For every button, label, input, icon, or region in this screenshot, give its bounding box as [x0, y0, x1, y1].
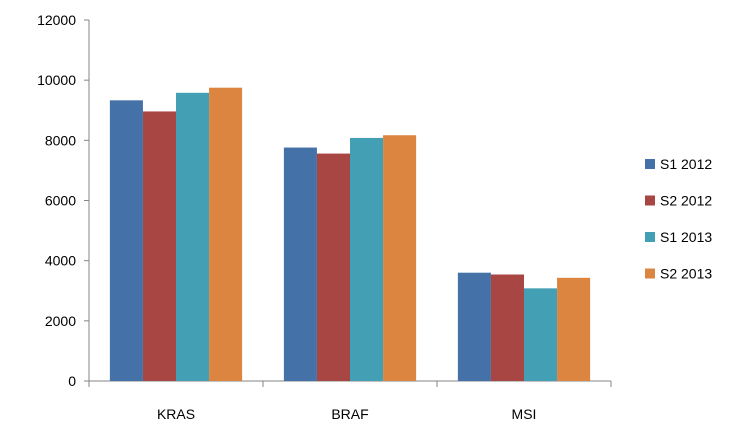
- category-label: KRAS: [157, 406, 195, 422]
- y-tick-label: 10000: [37, 72, 76, 88]
- bar-kras-s1-2013: [176, 92, 210, 382]
- bar-braf-s2-2013: [383, 135, 417, 381]
- bar-msi-s2-2012: [490, 274, 524, 381]
- legend-label: S2 2013: [660, 266, 712, 282]
- y-tick-label: 4000: [45, 253, 76, 269]
- legend-label: S1 2013: [660, 229, 712, 245]
- bar-kras-s2-2013: [209, 87, 243, 381]
- y-tick-label: 2000: [45, 313, 76, 329]
- bar-msi-s1-2013: [524, 288, 558, 381]
- legend-label: S1 2012: [660, 156, 712, 172]
- bar-braf-s1-2012: [283, 147, 317, 381]
- legend-swatch: [645, 159, 655, 169]
- y-tick-label: 12000: [37, 12, 76, 28]
- category-label: BRAF: [331, 406, 368, 422]
- category-label: MSI: [512, 406, 537, 422]
- bar-braf-s1-2013: [350, 137, 384, 381]
- bar-msi-s2-2013: [557, 277, 591, 381]
- bar-msi-s1-2012: [457, 272, 491, 381]
- x-axis: KRAS BRAF MSI: [88, 380, 612, 422]
- y-tick-label: 8000: [45, 132, 76, 148]
- bar-braf-s2-2012: [316, 153, 350, 381]
- y-axis: 0 2000 4000 6000 8000 10000 12000: [37, 12, 90, 389]
- y-tick-label: 6000: [45, 193, 76, 209]
- y-tick-label: 0: [68, 373, 76, 389]
- legend-label: S2 2012: [660, 193, 712, 209]
- legend: S1 2012 S2 2012 S1 2013 S2 2013: [645, 156, 712, 282]
- bar-kras-s1-2012: [109, 100, 143, 381]
- legend-swatch: [645, 268, 655, 279]
- bars: [109, 87, 591, 382]
- bar-kras-s2-2012: [142, 111, 176, 381]
- legend-swatch: [645, 195, 655, 206]
- legend-swatch: [645, 232, 655, 242]
